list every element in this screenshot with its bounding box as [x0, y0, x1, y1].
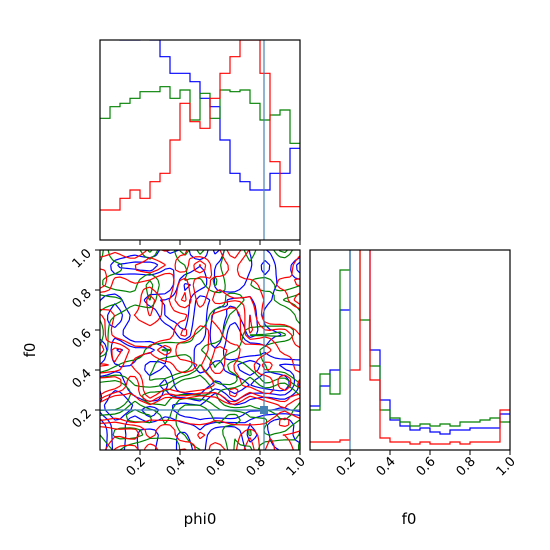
x-axis-label-f0: f0 — [402, 510, 417, 528]
f0-histogram-panel: 0.2 0.4 0.6 0.8 1.0 — [309, 249, 519, 479]
x-axis-label-phi0: phi0 — [184, 510, 217, 528]
joint-x-tick-label: 0.2 — [124, 454, 149, 479]
joint-x-tick-label: 0.4 — [164, 454, 189, 479]
y-axis-label-f0: f0 — [21, 343, 39, 358]
f0-histogram-x-tick-label: 1.0 — [494, 454, 519, 479]
contour-green — [100, 250, 300, 450]
f0-histogram-green-series — [310, 250, 510, 427]
f0-histogram-x-tick-label: 0.2 — [334, 454, 359, 479]
phi0-histogram-frame — [99, 39, 301, 241]
joint-y-tick-label: 0.2 — [70, 406, 95, 431]
joint-y-tick-label: 0.4 — [70, 366, 95, 391]
joint-x-tick-label: 0.8 — [244, 454, 269, 479]
phi0-histogram-green-series — [100, 86, 300, 144]
joint-frame — [99, 249, 301, 451]
joint-x-tick-label: 1.0 — [284, 454, 309, 479]
joint-y-tick-label: 0.6 — [70, 326, 95, 351]
joint-y-tick-label: 0.8 — [70, 286, 95, 311]
contour-group — [100, 250, 300, 450]
f0-histogram-x-tick-label: 0.8 — [454, 454, 479, 479]
phi0-histogram-red-series — [100, 40, 300, 211]
truth-marker — [260, 406, 268, 414]
contour-red — [100, 264, 300, 450]
phi0-histogram-panel — [99, 39, 301, 245]
phi0-f0-contour-panel: 0.2 0.4 0.6 0.8 1.0 0.2 0.4 0.6 0.8 1.0 — [70, 246, 309, 479]
joint-x-tick-label: 0.6 — [204, 454, 229, 479]
joint-y-tick-label: 1.0 — [70, 246, 95, 271]
f0-histogram-series-group — [310, 250, 510, 445]
f0-histogram-x-tick-label: 0.4 — [374, 454, 399, 479]
f0-histogram-frame — [309, 249, 511, 451]
contour-red — [100, 250, 300, 450]
f0-histogram-x-tick-label: 0.6 — [414, 454, 439, 479]
phi0-histogram-series-group — [100, 40, 300, 211]
